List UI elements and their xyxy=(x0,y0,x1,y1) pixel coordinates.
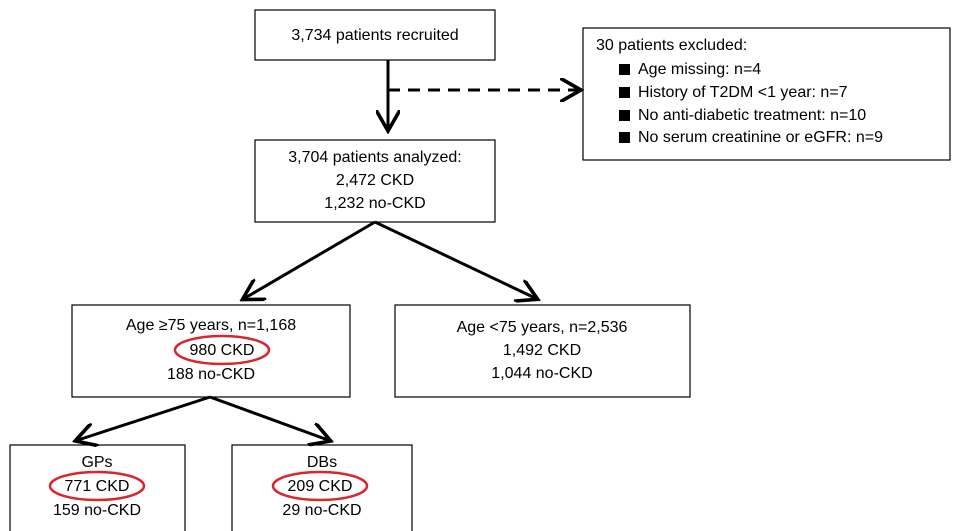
excluded-title: 30 patients excluded: xyxy=(596,37,747,54)
box-recruited xyxy=(254,9,496,61)
node-text: 159 no-CKD xyxy=(53,502,141,519)
node-text: 29 no-CKD xyxy=(282,502,361,519)
bullet xyxy=(619,110,630,121)
box-age-old xyxy=(71,304,351,398)
node-text: 3,734 patients recruited xyxy=(291,27,458,44)
highlight xyxy=(173,334,271,366)
excluded-item: Age missing: n=4 xyxy=(638,61,761,78)
arrow xyxy=(209,395,328,440)
box-gps xyxy=(9,444,186,531)
excluded-item: No anti-diabetic treatment: n=10 xyxy=(638,107,866,124)
bullet xyxy=(619,64,630,75)
node-text: 2,472 CKD xyxy=(336,172,414,189)
highlight xyxy=(271,470,369,502)
excluded-item: History of T2DM <1 year: n=7 xyxy=(638,84,848,101)
excluded-item: No serum creatinine or eGFR: n=9 xyxy=(638,129,883,146)
arrow xyxy=(78,395,211,440)
highlight xyxy=(48,470,146,502)
box-dbs xyxy=(231,444,413,531)
bullet xyxy=(619,132,630,143)
node-text: 3,704 patients analyzed: xyxy=(288,149,461,166)
node-text: Age ≥75 years, n=1,168 xyxy=(126,317,296,334)
arrow xyxy=(374,220,535,298)
node-text: 1,492 CKD xyxy=(503,342,581,359)
box-analyzed xyxy=(254,139,496,223)
node-text: 188 no-CKD xyxy=(167,366,255,383)
box-age-young xyxy=(394,304,691,398)
node-text: DBs xyxy=(307,454,337,471)
node-text: 771 CKD xyxy=(65,478,130,495)
node-text: 1,232 no-CKD xyxy=(324,195,425,212)
node-text: 1,044 no-CKD xyxy=(491,365,592,382)
box-excluded xyxy=(582,27,951,161)
node-text: 209 CKD xyxy=(288,478,353,495)
bullet xyxy=(619,87,630,98)
node-text: GPs xyxy=(81,454,112,471)
node-text: 980 CKD xyxy=(190,342,255,359)
node-text: Age <75 years, n=2,536 xyxy=(457,319,628,336)
arrow xyxy=(245,220,376,298)
